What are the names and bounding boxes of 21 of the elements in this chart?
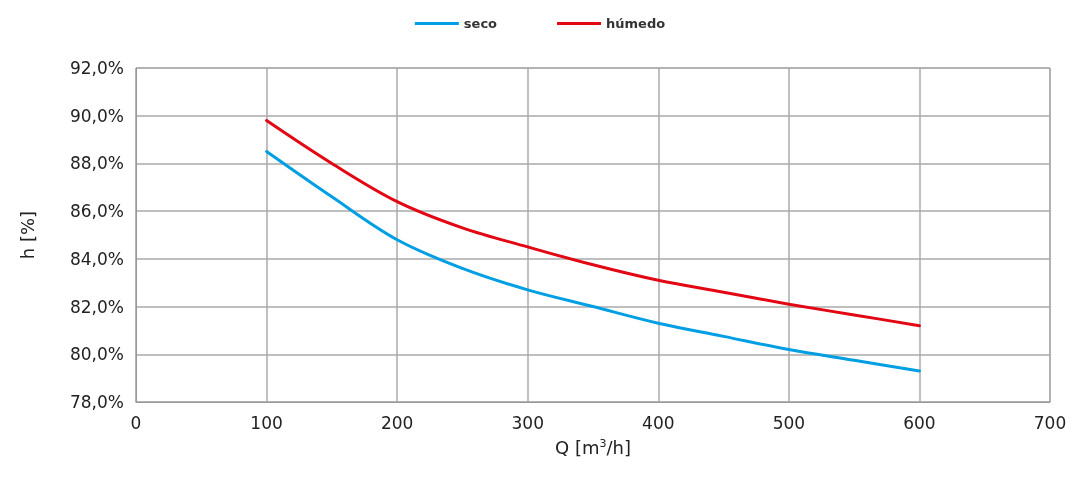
y-tick-label: 84,0% <box>69 248 124 269</box>
legend-label: húmedo <box>606 16 666 31</box>
y-tick-label: 92,0% <box>69 58 124 78</box>
y-tick-label: 88,0% <box>69 153 124 174</box>
y-tick-label: 82,0% <box>69 296 124 317</box>
x-tick-label: 200 <box>380 412 414 433</box>
y-axis-title: h [%] <box>16 210 38 260</box>
x-tick-label: 400 <box>642 412 675 433</box>
line-series <box>265 118 921 328</box>
y-tick-label: 80,0% <box>69 344 124 365</box>
line-series <box>265 150 921 373</box>
y-tick-label: 78,0% <box>69 392 124 412</box>
x-tick-label: 700 <box>1033 412 1067 433</box>
x-tick-label: 0 <box>130 412 142 433</box>
y-tick-label: 86,0% <box>69 201 124 222</box>
y-tick-label: 90,0% <box>69 105 124 126</box>
x-tick-label: 500 <box>772 412 806 433</box>
x-tick-label: 300 <box>511 412 544 433</box>
x-tick-label: 100 <box>250 412 283 433</box>
legend-label: seco <box>463 16 498 31</box>
x-tick-label: 600 <box>903 412 936 433</box>
